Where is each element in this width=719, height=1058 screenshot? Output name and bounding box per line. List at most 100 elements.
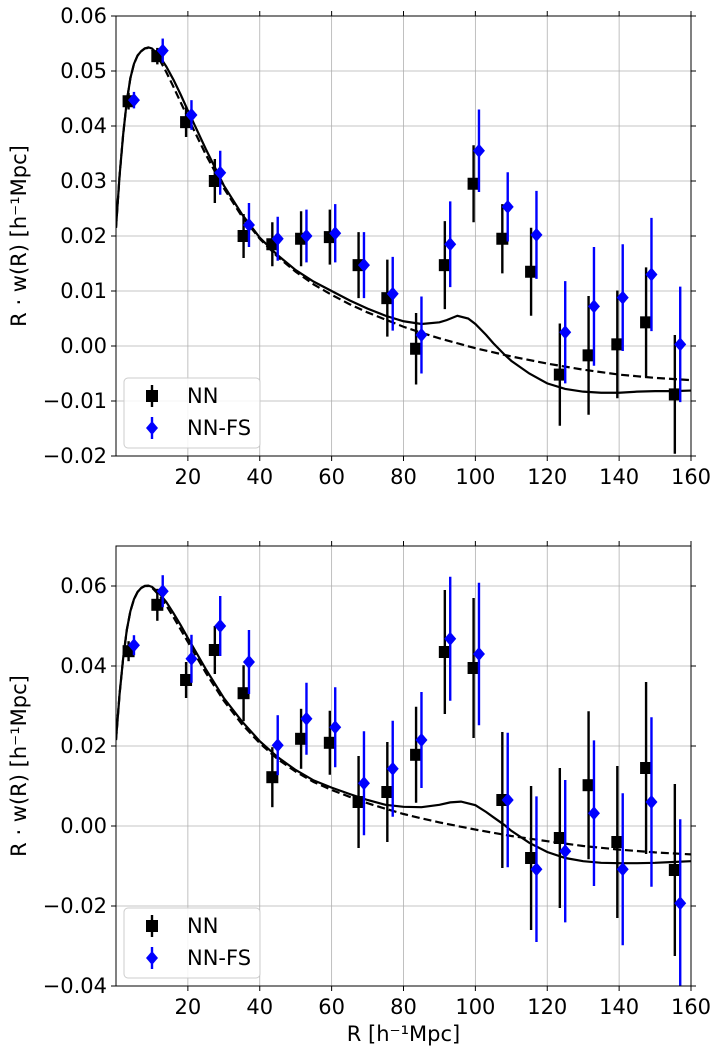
y-tick-label: 0.04 xyxy=(60,654,107,678)
x-axis-label: R [h⁻¹Mpc] xyxy=(347,1022,460,1046)
x-tick-label: 140 xyxy=(599,995,639,1019)
nnfs-point xyxy=(185,108,198,122)
nn-point xyxy=(180,116,193,129)
nn-point xyxy=(151,598,164,611)
nn-point xyxy=(553,368,566,381)
nn-point xyxy=(381,786,394,798)
nnfs-point xyxy=(674,337,687,352)
nnfs-point xyxy=(415,328,428,342)
nn-point xyxy=(410,748,423,761)
legend-label: NN-FS xyxy=(187,946,251,970)
nnfs-point xyxy=(271,738,284,753)
x-tick-label: 80 xyxy=(390,465,417,489)
model-curve-dashed xyxy=(116,46,691,382)
x-tick-label: 160 xyxy=(671,465,711,489)
nnfs-point xyxy=(127,93,140,108)
nnfs-point xyxy=(329,226,342,241)
legend-label: NN-FS xyxy=(187,416,251,440)
nnfs-point xyxy=(386,286,399,301)
nnfs-point xyxy=(357,258,370,273)
y-tick-label: 0.00 xyxy=(60,814,107,838)
nnfs-point xyxy=(300,229,313,243)
x-tick-label: 160 xyxy=(671,995,711,1019)
nn-point xyxy=(496,232,509,245)
nn-point xyxy=(611,836,624,848)
nnfs-point xyxy=(156,43,169,58)
nnfs-point xyxy=(645,795,658,809)
nnfs-point xyxy=(674,896,687,911)
nnfs-point xyxy=(501,199,514,214)
nnfs-point xyxy=(616,290,629,305)
y-tick-label: 0.03 xyxy=(60,169,107,193)
y-axis-label: R · w(R) [h⁻¹Mpc] xyxy=(7,145,31,327)
x-tick-label: 100 xyxy=(455,465,495,489)
nn-point xyxy=(180,674,193,686)
y-tick-label: −0.02 xyxy=(43,894,107,918)
x-tick-label: 20 xyxy=(175,465,202,489)
x-tick-label: 40 xyxy=(246,465,273,489)
model-curve-dashed xyxy=(116,584,691,856)
x-tick-label: 120 xyxy=(527,995,567,1019)
y-tick-label: 0.02 xyxy=(60,734,107,758)
y-tick-label: 0.05 xyxy=(60,59,107,83)
y-tick-label: −0.04 xyxy=(43,974,107,998)
y-tick-label: 0.02 xyxy=(60,224,107,248)
y-tick-label: 0.01 xyxy=(60,279,107,303)
y-tick-label: −0.02 xyxy=(43,444,107,468)
nnfs-point xyxy=(472,143,485,158)
nn-point xyxy=(525,852,538,864)
legend: NN NN-FS xyxy=(123,907,261,979)
nnfs-point xyxy=(530,862,543,877)
nn-point xyxy=(438,646,451,658)
nnfs-point xyxy=(444,237,457,252)
legend-marker-nnfs xyxy=(146,951,158,965)
nn-point xyxy=(611,338,624,351)
nnfs-point xyxy=(444,631,457,646)
nnfs-point xyxy=(587,806,600,821)
nn-point xyxy=(668,864,681,876)
x-tick-label: 100 xyxy=(455,995,495,1019)
nnfs-point xyxy=(214,165,227,180)
nn-point xyxy=(438,259,451,272)
x-tick-label: 20 xyxy=(175,995,202,1019)
bottom-panel: 20 40 60 80 100 120 140 160 −0.04 −0.02 0.00 0.02 0.… xyxy=(7,541,711,1046)
nnfs-point xyxy=(127,638,140,653)
nnfs-point xyxy=(559,844,572,859)
top-panel: 20 40 60 80 100 120 140 160 −0.02 −0.01 0.00 0.01 0.… xyxy=(7,4,711,489)
y-tick-label: 0.00 xyxy=(60,334,107,358)
x-tick-label: 60 xyxy=(318,995,345,1019)
nnfs-point xyxy=(559,325,572,340)
legend: NN NN-FS xyxy=(123,377,261,449)
y-tick-label: 0.04 xyxy=(60,114,107,138)
nn-point xyxy=(582,779,595,792)
nn-point xyxy=(208,175,221,187)
nnfs-point xyxy=(271,231,284,246)
nn-point xyxy=(208,644,221,656)
nnfs-point xyxy=(242,655,255,669)
nn-point xyxy=(525,265,538,278)
nn-point xyxy=(640,316,653,329)
legend-label: NN xyxy=(187,914,218,938)
nnfs-point xyxy=(156,584,169,599)
legend-marker-nnfs xyxy=(146,421,158,435)
nn-point xyxy=(352,796,365,808)
nn-point xyxy=(582,349,595,362)
nnfs-point xyxy=(530,227,543,242)
nn-point xyxy=(640,762,653,774)
nn-point xyxy=(467,662,480,674)
y-tick-label: −0.01 xyxy=(43,389,107,413)
nn-point xyxy=(237,230,250,242)
nnfs-point xyxy=(415,733,428,747)
x-tick-label: 40 xyxy=(246,995,273,1019)
nn-point xyxy=(266,771,279,784)
y-tick-label: 0.06 xyxy=(60,574,107,598)
nnfs-point xyxy=(214,619,227,633)
nnfs-point xyxy=(300,711,313,726)
nnfs-point xyxy=(616,862,629,877)
y-tick-label: 0.06 xyxy=(60,4,107,28)
nn-point xyxy=(410,342,423,355)
nn-point xyxy=(668,388,681,401)
nn-point xyxy=(553,832,566,844)
nnfs-point xyxy=(587,299,600,314)
